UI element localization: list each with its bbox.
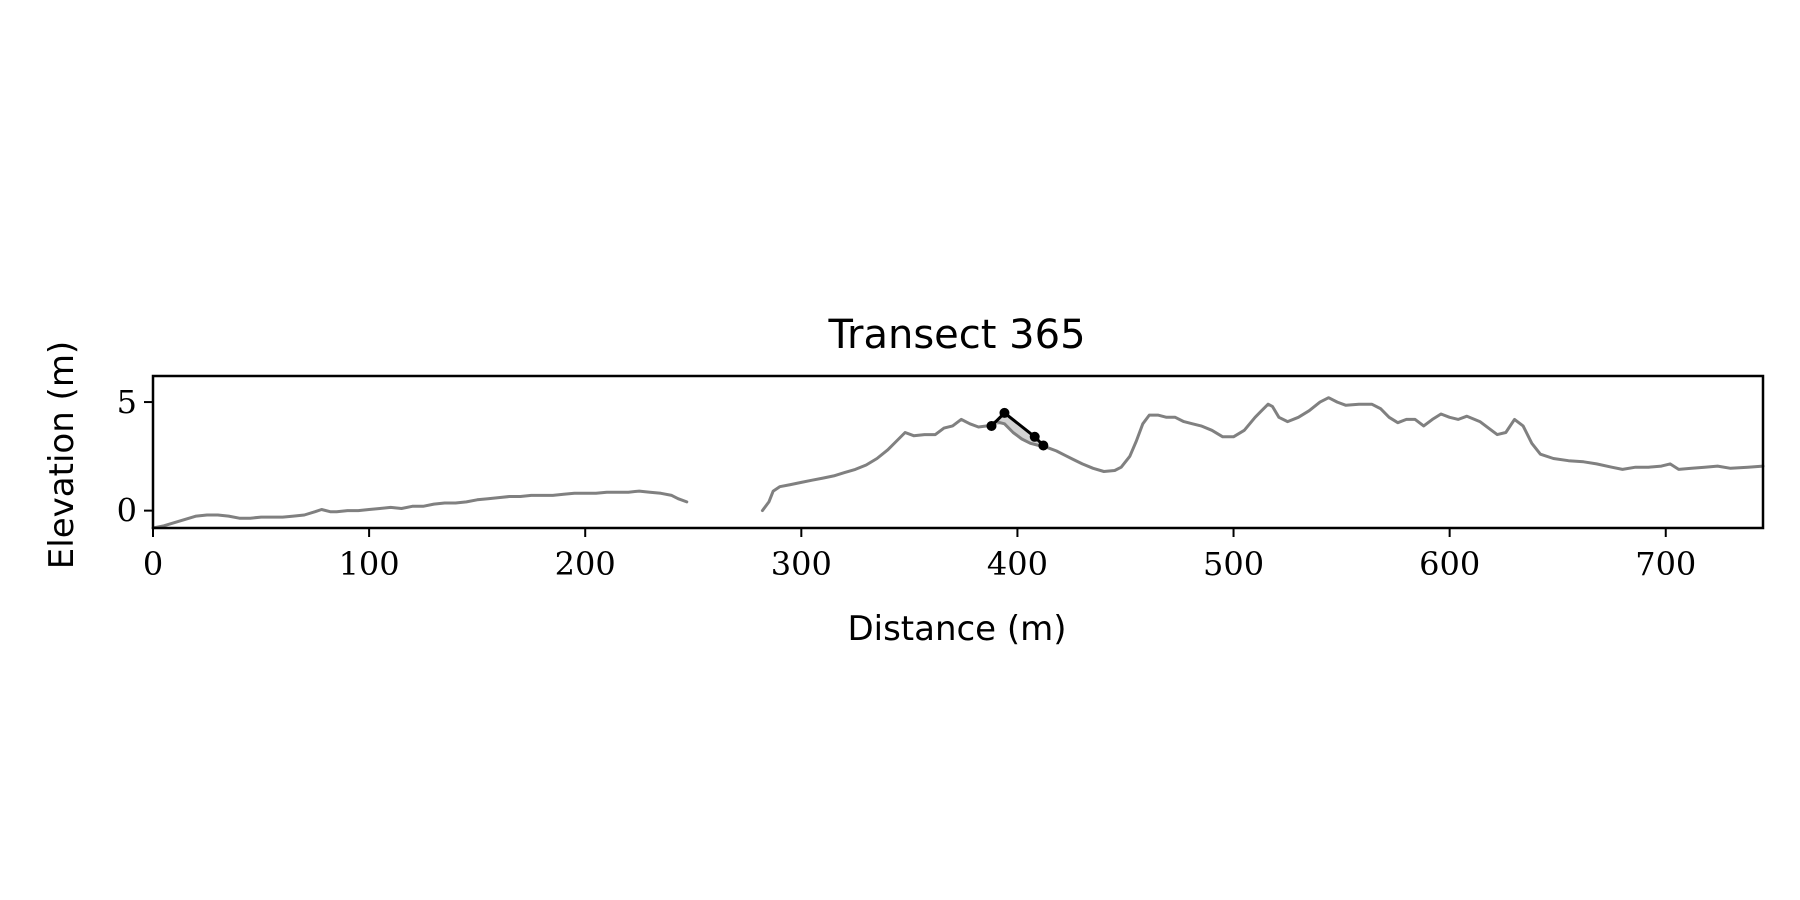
plot-area <box>151 396 1765 530</box>
profile-line-segment-1 <box>151 489 689 530</box>
axis-ticks: 0 100 200 300 400 500 600 700 0 5 <box>117 383 1697 583</box>
x-tick-label-300: 300 <box>771 545 832 583</box>
x-axis-label: Distance (m) <box>847 609 1066 649</box>
x-tick-label-200: 200 <box>555 545 616 583</box>
y-tick-label-5: 5 <box>117 383 137 421</box>
x-tick-label-400: 400 <box>987 545 1048 583</box>
x-tick-label-700: 700 <box>1635 545 1696 583</box>
dune-line <box>990 410 1045 447</box>
dune-point-3 <box>1029 431 1040 442</box>
dune-point-4 <box>1038 440 1049 451</box>
dune-point-2 <box>999 407 1010 418</box>
dune-point-1 <box>986 420 997 431</box>
x-tick-label-600: 600 <box>1419 545 1480 583</box>
profile-line-segment-2 <box>760 396 1765 513</box>
x-tick-label-500: 500 <box>1203 545 1264 583</box>
y-axis-label: Elevation (m) <box>42 341 82 569</box>
x-tick-label-0: 0 <box>143 545 163 583</box>
y-tick-label-0: 0 <box>117 492 137 530</box>
plot-frame <box>151 374 1765 530</box>
x-tick-label-100: 100 <box>339 545 400 583</box>
chart-title: Transect 365 <box>827 312 1085 358</box>
